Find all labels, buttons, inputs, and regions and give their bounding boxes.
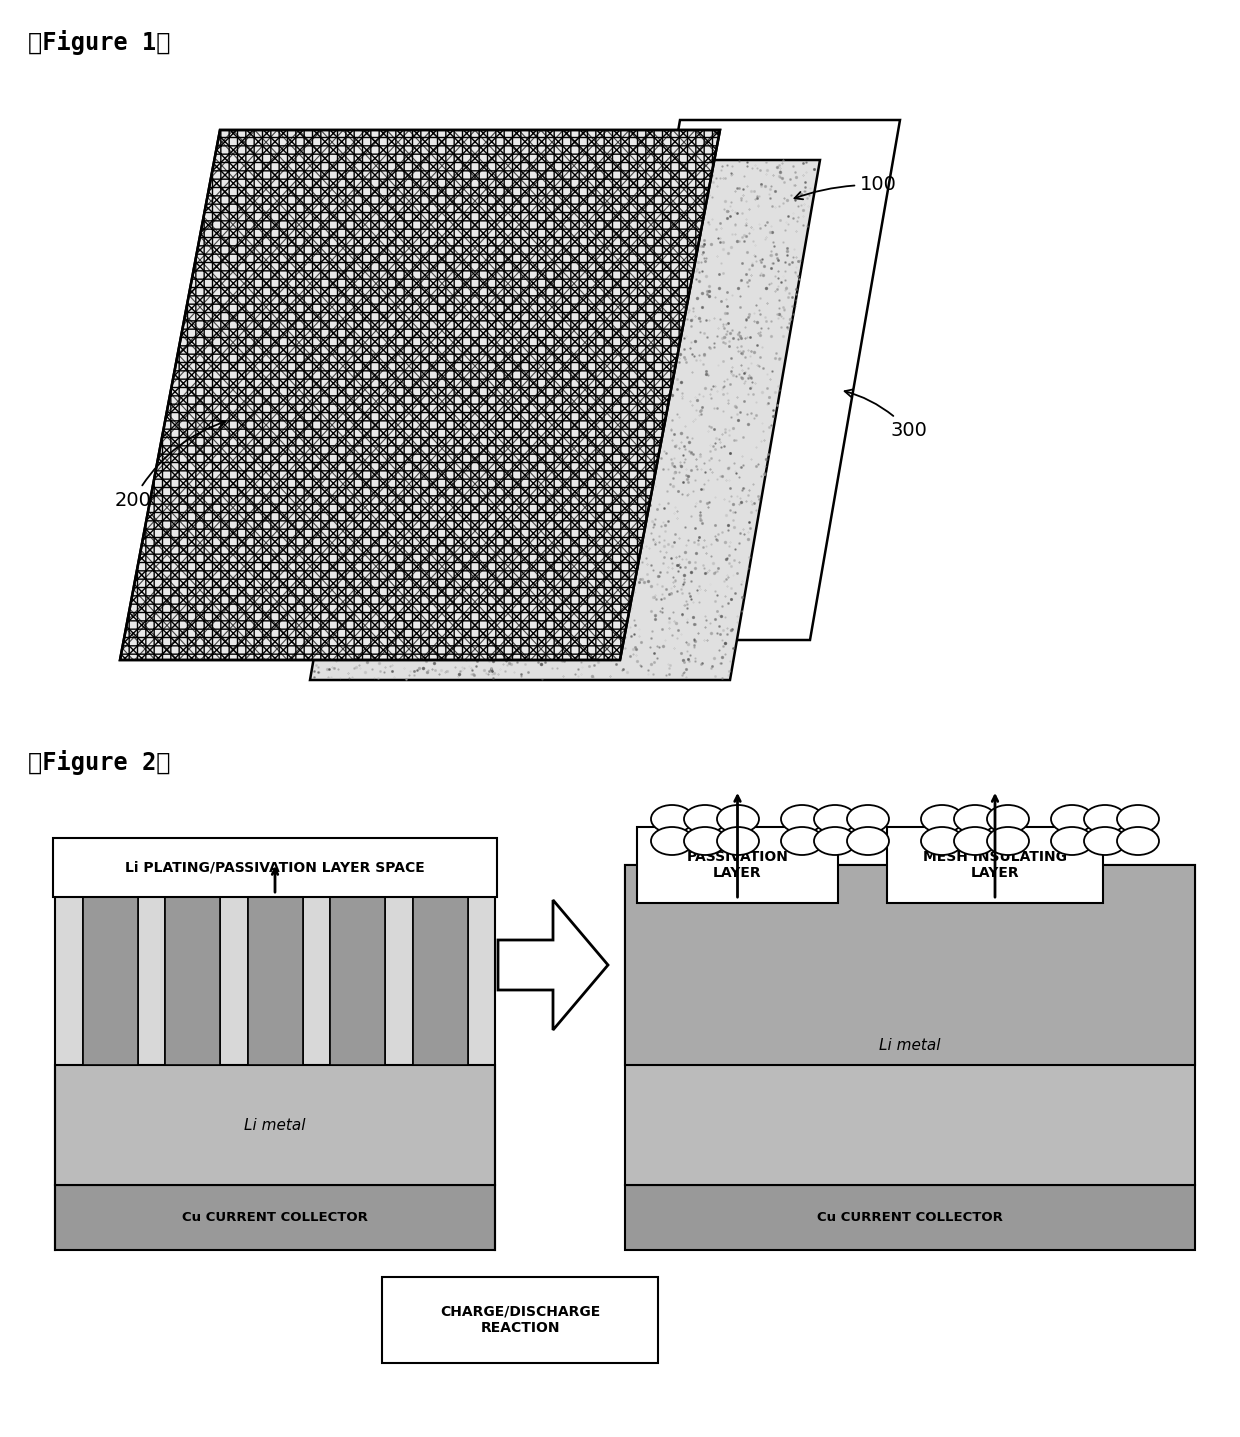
Text: PASSIVATION
LAYER: PASSIVATION LAYER (687, 849, 789, 879)
Polygon shape (498, 900, 608, 1030)
Ellipse shape (987, 828, 1029, 855)
Ellipse shape (1084, 805, 1126, 833)
Bar (625, 1186, 1195, 1250)
Ellipse shape (1084, 828, 1126, 855)
Text: Li metal: Li metal (879, 1038, 941, 1052)
Ellipse shape (1117, 828, 1159, 855)
Text: 》Figure 2》: 》Figure 2》 (29, 750, 171, 775)
Ellipse shape (1117, 805, 1159, 833)
Text: Cu CURRENT COLLECTOR: Cu CURRENT COLLECTOR (817, 1211, 1003, 1224)
Ellipse shape (684, 828, 725, 855)
Polygon shape (310, 160, 820, 680)
Bar (83, 865, 138, 1065)
Bar (413, 865, 467, 1065)
Text: 300: 300 (844, 389, 926, 440)
Ellipse shape (921, 805, 963, 833)
Bar (248, 865, 303, 1065)
Ellipse shape (1052, 828, 1092, 855)
Bar (625, 865, 1195, 1065)
Bar (55, 1065, 495, 1186)
Text: Cu CURRENT COLLECTOR: Cu CURRENT COLLECTOR (182, 1211, 368, 1224)
FancyBboxPatch shape (382, 1277, 658, 1364)
Polygon shape (590, 121, 900, 639)
Bar (165, 865, 219, 1065)
Text: Li PLATING/PASSIVATION LAYER SPACE: Li PLATING/PASSIVATION LAYER SPACE (125, 861, 425, 875)
Bar (330, 865, 384, 1065)
Ellipse shape (813, 805, 856, 833)
Ellipse shape (781, 805, 823, 833)
Bar (330, 865, 384, 1065)
Ellipse shape (847, 805, 889, 833)
Bar (83, 865, 138, 1065)
Ellipse shape (987, 805, 1029, 833)
FancyBboxPatch shape (637, 828, 838, 902)
Ellipse shape (813, 828, 856, 855)
Bar (248, 865, 303, 1065)
Ellipse shape (651, 828, 693, 855)
Ellipse shape (954, 805, 996, 833)
Ellipse shape (684, 805, 725, 833)
Ellipse shape (954, 828, 996, 855)
Text: CHARGE/DISCHARGE
REACTION: CHARGE/DISCHARGE REACTION (440, 1305, 600, 1335)
Bar (165, 865, 219, 1065)
Text: 200: 200 (115, 420, 226, 510)
Ellipse shape (781, 828, 823, 855)
Ellipse shape (921, 828, 963, 855)
Ellipse shape (847, 828, 889, 855)
Text: Li metal: Li metal (244, 1118, 306, 1132)
FancyBboxPatch shape (53, 838, 497, 897)
Ellipse shape (717, 805, 759, 833)
Bar (625, 865, 1195, 1186)
Ellipse shape (717, 828, 759, 855)
Bar (55, 865, 495, 1065)
Ellipse shape (1052, 805, 1092, 833)
FancyBboxPatch shape (887, 828, 1104, 902)
Bar (413, 865, 467, 1065)
Bar (55, 1186, 495, 1250)
Polygon shape (120, 129, 720, 660)
Text: MESH INSULATING
LAYER: MESH INSULATING LAYER (923, 849, 1066, 879)
Text: 》Figure 1》: 》Figure 1》 (29, 30, 171, 55)
Text: 100: 100 (795, 175, 897, 200)
Ellipse shape (651, 805, 693, 833)
